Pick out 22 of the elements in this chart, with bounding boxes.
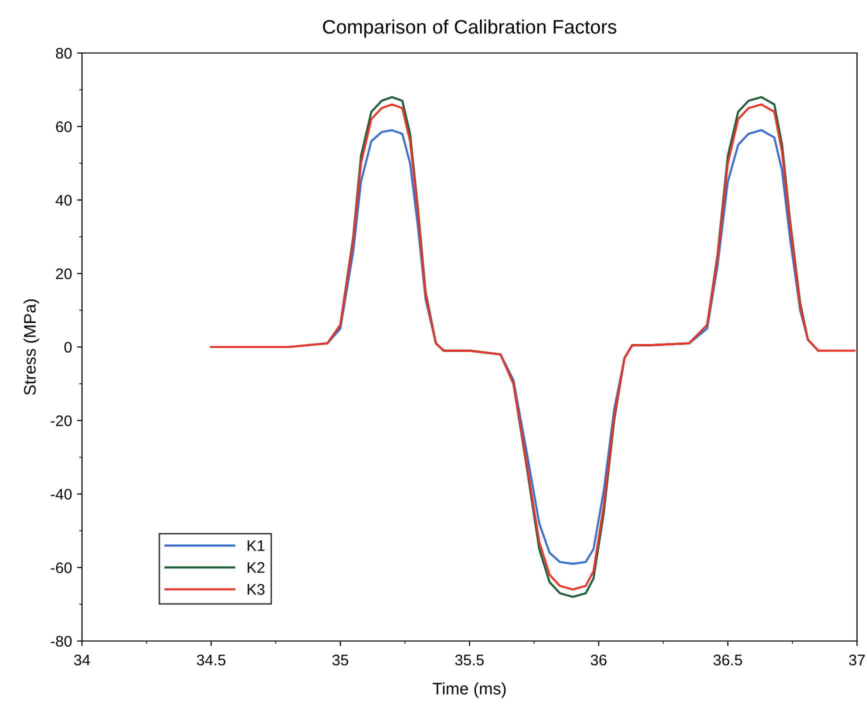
legend-label: K1 (248, 540, 264, 551)
legend-label: K3 (248, 584, 264, 595)
y-tick-label: 80 (56, 48, 72, 59)
chart-title: Comparison of Calibration Factors (322, 19, 616, 38)
x-tick-label: 34 (74, 654, 90, 666)
y-tick-label: -40 (50, 488, 72, 500)
x-tick-label: 35.5 (455, 654, 484, 666)
y-tick-label: -60 (50, 562, 72, 574)
y-axis-title: Stress (MPa) (24, 299, 40, 395)
x-tick-label: 36 (590, 654, 606, 666)
x-axis-title: Time (ms) (432, 682, 506, 698)
y-tick-label: 60 (56, 121, 72, 132)
y-tick-label: 40 (56, 194, 72, 206)
y-tick-label: -80 (50, 636, 72, 647)
y-tick-label: 0 (64, 342, 72, 353)
x-tick-label: 34.5 (196, 654, 226, 666)
y-tick-label: 20 (56, 268, 72, 280)
y-tick-label: -20 (50, 415, 72, 426)
legend-label: K2 (248, 562, 264, 573)
x-tick-label: 36.5 (714, 654, 742, 666)
x-tick-label: 37 (849, 654, 865, 666)
x-tick-label: 35 (332, 654, 348, 666)
